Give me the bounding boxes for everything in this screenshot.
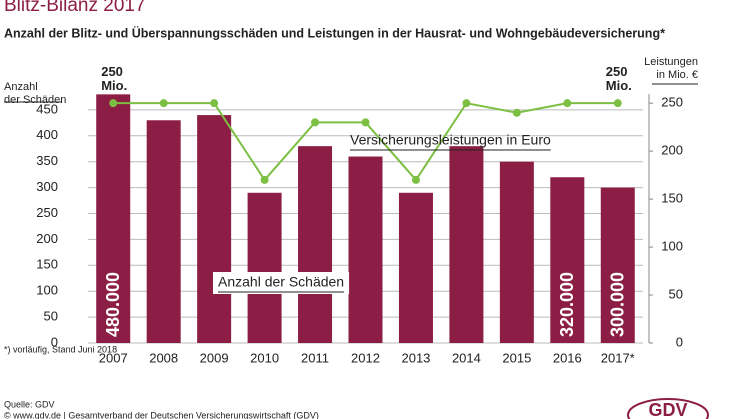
line-point <box>109 99 118 108</box>
y-axis-label: Anzahl der Schäden <box>4 81 66 106</box>
y2-axis-label: Leistungen in Mio. € <box>644 56 698 81</box>
line-point <box>210 99 219 108</box>
bar <box>499 161 534 343</box>
x-tick-label: 2013 <box>401 350 430 365</box>
y2-tick-label: 200 <box>661 143 683 158</box>
x-tick-label: 2010 <box>250 350 279 365</box>
x-tick-label: 2012 <box>351 350 380 365</box>
x-tick-label: 2015 <box>502 350 531 365</box>
y-tick-label: 100 <box>36 283 58 298</box>
y-tick-label: 150 <box>36 257 58 272</box>
y2-tick-label: 100 <box>661 239 683 254</box>
bar <box>600 187 635 343</box>
x-tick-label: 2011 <box>301 350 329 365</box>
logo: GDV <box>648 400 687 419</box>
bar <box>146 120 181 343</box>
chart-subtitle: Anzahl der Blitz- und Überspannungsschäd… <box>4 25 665 40</box>
y-tick-label: 200 <box>36 231 58 246</box>
bar-value-label: 320.000 <box>557 272 577 337</box>
line-point <box>462 99 471 108</box>
line-point <box>311 118 320 127</box>
y2-tick-label: 0 <box>676 334 683 349</box>
line-point <box>361 118 370 127</box>
x-tick-label: 2014 <box>452 350 481 365</box>
source: Quelle: GDV <box>4 399 55 409</box>
logo-ring <box>627 398 709 419</box>
y-tick-label: 300 <box>36 179 58 194</box>
x-tick-label: 2007 <box>99 350 128 365</box>
bar <box>550 177 585 343</box>
y2-tick-label: 50 <box>669 286 683 301</box>
line-point <box>260 175 269 184</box>
x-tick-label: 2017* <box>601 350 635 365</box>
y-tick-label: 350 <box>36 153 58 168</box>
y-tick-label: 400 <box>36 127 58 142</box>
y-tick-label: 50 <box>44 309 58 324</box>
copyright: © www.gdv.de | Gesamtverband der Deutsch… <box>4 410 319 419</box>
bar <box>247 192 282 343</box>
x-tick-label: 2016 <box>553 350 582 365</box>
series-annotation: Anzahl der Schäden <box>218 274 344 290</box>
line-value-label: 250 Mio. <box>101 65 127 94</box>
bar <box>298 146 333 343</box>
line-value-label: 250 Mio. <box>606 65 632 94</box>
bar <box>348 156 383 343</box>
y2-tick-label: 150 <box>661 191 683 206</box>
y-tick-label: 450 <box>36 101 58 116</box>
bar <box>398 192 433 343</box>
y2-tick-label: 250 <box>661 95 683 110</box>
line-point <box>512 108 521 117</box>
y-tick-label: 0 <box>51 334 58 349</box>
footnote: *) vorläufig, Stand Juni 2018 <box>4 344 117 354</box>
annotation-box <box>213 272 350 294</box>
bar <box>197 115 232 343</box>
line-point <box>159 99 168 108</box>
bar <box>449 146 484 343</box>
bar <box>96 94 131 343</box>
y-tick-label: 250 <box>36 205 58 220</box>
line-point <box>613 99 622 108</box>
x-tick-label: 2008 <box>149 350 178 365</box>
chart-title: Blitz-Bilanz 2017 <box>4 0 146 16</box>
line-point <box>563 99 572 108</box>
bar-value-label: 300.000 <box>608 272 628 337</box>
line-point <box>411 175 420 184</box>
bar-value-label: 480.000 <box>103 272 123 337</box>
series-annotation: Versicherungsleistungen in Euro <box>350 132 551 148</box>
x-tick-label: 2009 <box>200 350 229 365</box>
